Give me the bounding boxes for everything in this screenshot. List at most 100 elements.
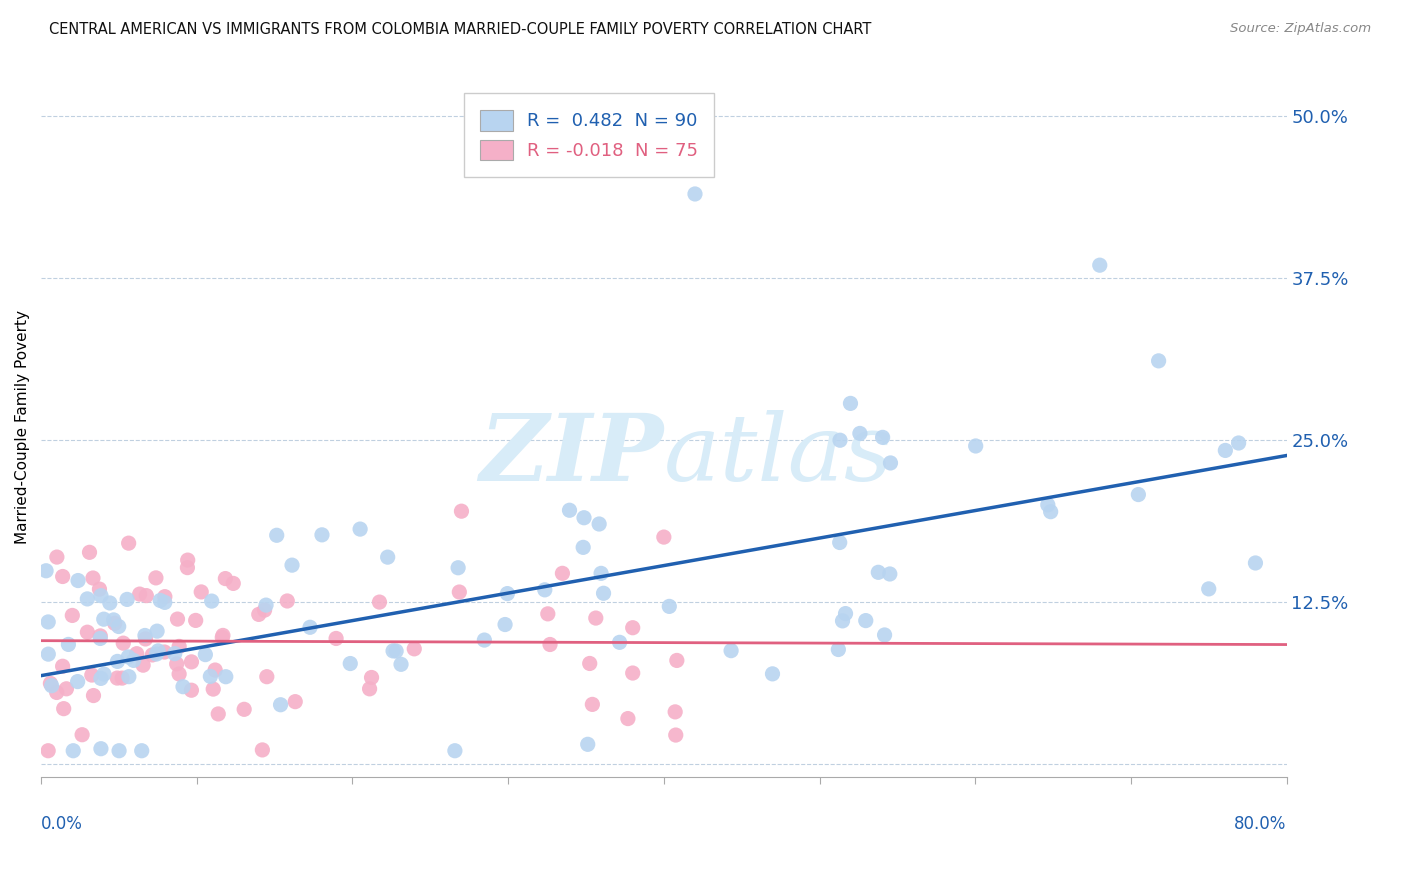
Point <box>578 657 600 671</box>
Point <box>404 641 426 656</box>
Point <box>252 743 274 757</box>
Point <box>108 744 131 758</box>
Point <box>90 741 112 756</box>
Point <box>180 655 202 669</box>
Point <box>89 582 111 596</box>
Point <box>134 628 156 642</box>
Point <box>207 706 229 721</box>
Point <box>879 566 901 581</box>
Text: Source: ZipAtlas.com: Source: ZipAtlas.com <box>1230 22 1371 36</box>
Point <box>135 589 157 603</box>
Point <box>253 603 276 617</box>
Point <box>134 632 156 646</box>
Point <box>153 595 176 609</box>
Point <box>149 593 172 607</box>
Point <box>89 632 111 646</box>
Point <box>194 648 217 662</box>
Point <box>359 681 381 696</box>
Point <box>658 599 681 614</box>
Point <box>873 628 896 642</box>
Point <box>214 572 236 586</box>
Point <box>827 642 849 657</box>
Legend: R =  0.482  N = 90, R = -0.018  N = 75: R = 0.482 N = 90, R = -0.018 N = 75 <box>464 94 714 177</box>
Point <box>66 674 89 689</box>
Point <box>1039 505 1062 519</box>
Point <box>128 587 150 601</box>
Point <box>533 582 555 597</box>
Point <box>201 594 224 608</box>
Point <box>621 666 644 681</box>
Point <box>472 633 495 648</box>
Point <box>872 430 894 444</box>
Point <box>153 590 176 604</box>
Point <box>683 186 706 201</box>
Point <box>180 683 202 698</box>
Point <box>592 586 614 600</box>
Point <box>118 670 141 684</box>
Point <box>1147 354 1170 368</box>
Point <box>311 528 333 542</box>
Point <box>107 654 129 668</box>
Point <box>868 566 890 580</box>
Point <box>93 612 115 626</box>
Point <box>145 571 167 585</box>
Text: CENTRAL AMERICAN VS IMMIGRANTS FROM COLOMBIA MARRIED-COUPLE FAMILY POVERTY CORRE: CENTRAL AMERICAN VS IMMIGRANTS FROM COLO… <box>49 22 872 37</box>
Point <box>665 728 688 742</box>
Text: ZIP: ZIP <box>479 410 664 500</box>
Point <box>166 657 188 671</box>
Point <box>90 672 112 686</box>
Point <box>122 653 145 667</box>
Point <box>141 648 163 662</box>
Point <box>222 576 245 591</box>
Point <box>617 712 640 726</box>
Point <box>1036 498 1059 512</box>
Point <box>558 503 581 517</box>
Point <box>538 638 561 652</box>
Point <box>585 611 607 625</box>
Point <box>103 613 125 627</box>
Point <box>1128 487 1150 501</box>
Point <box>325 632 347 646</box>
Point <box>828 434 851 448</box>
Point <box>664 705 686 719</box>
Point <box>591 566 613 581</box>
Point <box>146 644 169 658</box>
Point <box>576 737 599 751</box>
Point <box>76 625 98 640</box>
Point <box>37 615 59 629</box>
Point <box>105 671 128 685</box>
Point <box>494 617 516 632</box>
Point <box>52 659 75 673</box>
Point <box>145 647 167 661</box>
Point <box>117 649 139 664</box>
Point <box>166 612 188 626</box>
Text: atlas: atlas <box>664 410 893 500</box>
Point <box>89 629 111 643</box>
Point <box>55 681 77 696</box>
Point <box>349 522 371 536</box>
Point <box>52 701 75 715</box>
Point <box>389 657 412 672</box>
Point <box>1227 436 1250 450</box>
Point <box>1215 443 1237 458</box>
Point <box>834 607 856 621</box>
Point <box>67 574 90 588</box>
Point <box>167 640 190 654</box>
Point <box>39 676 62 690</box>
Point <box>572 510 595 524</box>
Point <box>70 728 93 742</box>
Point <box>496 586 519 600</box>
Point <box>1244 556 1267 570</box>
Point <box>382 644 405 658</box>
Point <box>80 668 103 682</box>
Point <box>839 396 862 410</box>
Point <box>266 528 288 542</box>
Point <box>652 530 675 544</box>
Point <box>551 566 574 581</box>
Point <box>256 670 278 684</box>
Point <box>45 550 67 565</box>
Point <box>82 571 104 585</box>
Point <box>377 550 399 565</box>
Point <box>247 607 270 622</box>
Point <box>172 680 194 694</box>
